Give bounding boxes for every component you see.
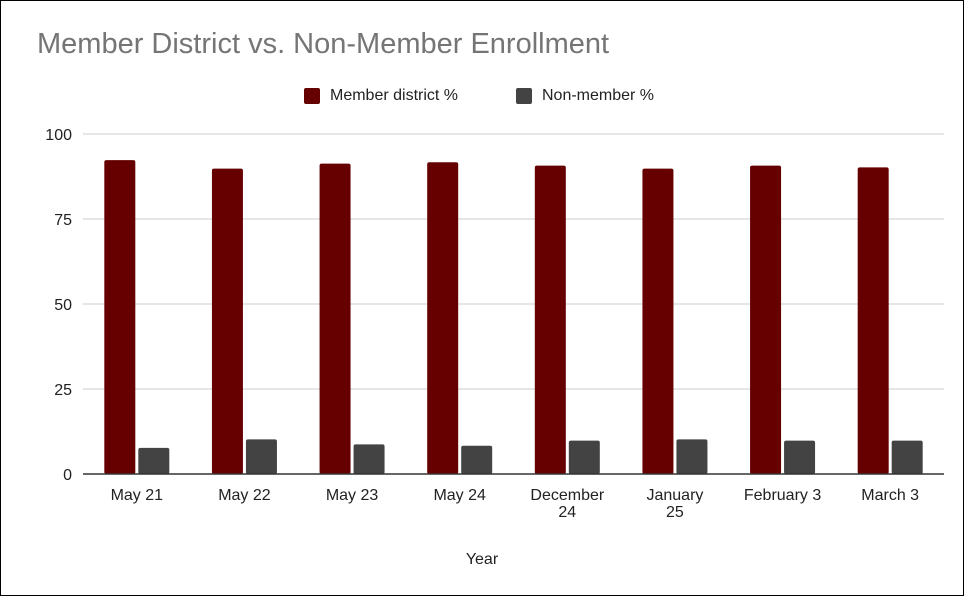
bar-non-member-1 — [245, 439, 277, 474]
bar-non-member-2 — [353, 444, 385, 474]
bar-member-5 — [642, 168, 674, 474]
x-tick-label-1: May 22 — [218, 487, 271, 504]
x-tick-label-0: May 21 — [111, 487, 164, 504]
bar-non-member-5 — [676, 439, 708, 474]
y-tick-label-25: 25 — [54, 382, 72, 399]
bar-member-3 — [427, 162, 459, 474]
x-tick-label-4: December 24 — [530, 487, 604, 521]
legend-swatch-non-member — [516, 88, 532, 104]
x-tick-label-2: May 23 — [326, 487, 379, 504]
bar-member-2 — [319, 163, 351, 474]
chart-legend: Member district % Non-member % — [0, 84, 964, 108]
legend-swatch-member — [304, 88, 320, 104]
y-tick-label-100: 100 — [45, 127, 72, 144]
bar-non-member-0 — [138, 447, 170, 474]
bar-non-member-7 — [891, 440, 923, 474]
y-tick-label-50: 50 — [54, 297, 72, 314]
x-tick-label-5: January 25 — [646, 487, 703, 521]
bar-non-member-4 — [568, 440, 600, 474]
chart-title: Member District vs. Non-Member Enrollmen… — [37, 28, 610, 60]
x-tick-label-6: February 3 — [744, 487, 821, 504]
legend-item-non-member[interactable]: Non-member % — [516, 84, 654, 108]
bar-member-0 — [104, 160, 136, 474]
bar-non-member-3 — [461, 445, 493, 474]
y-tick-label-75: 75 — [54, 212, 72, 229]
bar-member-1 — [211, 168, 243, 474]
x-tick-label-3: May 24 — [433, 487, 486, 504]
x-tick-label-7: March 3 — [861, 487, 919, 504]
bar-member-7 — [857, 167, 889, 474]
x-axis-title: Year — [465, 551, 499, 568]
legend-label-non-member: Non-member % — [542, 87, 655, 104]
bar-non-member-6 — [784, 440, 816, 474]
bar-member-6 — [750, 165, 782, 474]
legend-label-member: Member district % — [330, 87, 459, 104]
bar-member-4 — [534, 165, 566, 474]
legend-item-member[interactable]: Member district % — [304, 84, 458, 108]
y-tick-label-0: 0 — [63, 467, 72, 484]
